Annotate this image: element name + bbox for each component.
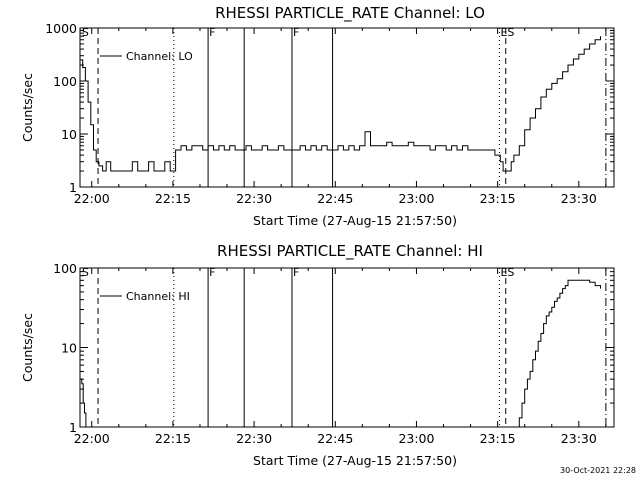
y-tick-label: 1000	[45, 21, 77, 36]
y-axis-label: Counts/sec	[20, 73, 35, 142]
x-tick-label: 22:15	[155, 191, 191, 206]
legend-label: Channel: HI	[126, 290, 190, 303]
y-tick-label: 100	[53, 74, 77, 89]
event-marker: F	[209, 266, 215, 279]
x-axis-label: Start Time (27-Aug-15 21:57:50)	[253, 213, 457, 228]
x-tick-label: 22:00	[74, 431, 110, 446]
x-tick-label: 22:30	[236, 191, 272, 206]
event-marker: F	[209, 26, 215, 39]
chart-title: RHESSI PARTICLE_RATE Channel: LO	[215, 4, 485, 23]
x-axis-label: Start Time (27-Aug-15 21:57:50)	[253, 453, 457, 468]
y-tick-label: 1	[69, 420, 77, 435]
x-tick-label: 23:00	[398, 431, 434, 446]
event-marker: S	[82, 266, 89, 279]
x-tick-label: 22:45	[317, 431, 353, 446]
event-marker: S	[82, 26, 89, 39]
event-marker: ES	[500, 26, 514, 39]
timestamp: 30-Oct-2021 22:28	[560, 466, 636, 475]
x-tick-label: 22:00	[74, 191, 110, 206]
y-tick-label: 100	[53, 261, 77, 276]
series-line-0	[80, 279, 601, 428]
x-tick-label: 23:15	[480, 431, 516, 446]
x-tick-label: 22:45	[317, 191, 353, 206]
legend-label: Channel: LO	[126, 50, 193, 63]
event-marker: F	[293, 266, 299, 279]
x-tick-label: 23:30	[561, 431, 597, 446]
y-axis-label: Counts/sec	[20, 313, 35, 382]
event-marker: F	[293, 26, 299, 39]
chart-title: RHESSI PARTICLE_RATE Channel: HI	[217, 242, 483, 261]
y-tick-label: 10	[61, 127, 77, 142]
y-tick-label: 1	[69, 180, 77, 195]
plot-frame	[79, 27, 615, 188]
x-tick-label: 23:00	[398, 191, 434, 206]
x-tick-label: 22:15	[155, 431, 191, 446]
series-line-0	[80, 36, 601, 172]
y-tick-label: 10	[61, 341, 77, 356]
chart-panel-1: RHESSI PARTICLE_RATE Channel: HI S F F ES 22:…	[20, 242, 615, 468]
event-marker: ES	[500, 266, 514, 279]
x-tick-label: 23:15	[480, 191, 516, 206]
chart-panel-0: RHESSI PARTICLE_RATE Channel: LO S F F ES 22:…	[20, 4, 615, 228]
x-tick-label: 22:30	[236, 431, 272, 446]
x-tick-label: 23:30	[561, 191, 597, 206]
